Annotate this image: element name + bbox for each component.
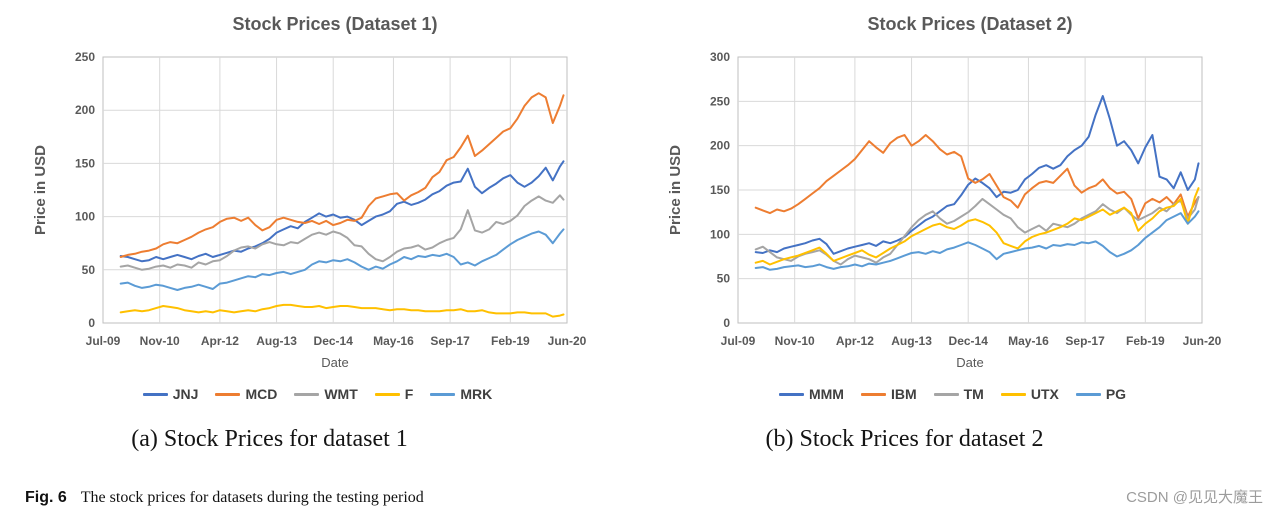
x-tick-label: Nov-10 <box>140 334 180 348</box>
x-tick-label: Sep-17 <box>430 334 470 348</box>
charts-row: Stock Prices (Dataset 1) 0 50 100 150 200 250 J… <box>0 0 1270 453</box>
x-tick-label: Dec-14 <box>949 334 989 348</box>
y-tick-label: 100 <box>75 210 95 224</box>
line-chart-dataset-1: Stock Prices (Dataset 1) 0 50 100 150 200 250 J… <box>32 14 587 370</box>
x-tick-label: Dec-14 <box>314 334 354 348</box>
figure-caption: Fig. 6 The stock prices for datasets duri… <box>25 489 424 507</box>
series-line-PG <box>754 210 1200 271</box>
legend-item-JNJ: JNJ <box>142 386 199 402</box>
legend-swatch-MRK <box>430 392 456 396</box>
x-tick-label: Sep-17 <box>1065 334 1105 348</box>
legend-swatch-TM <box>933 392 959 396</box>
legend-swatch-UTX <box>1000 392 1026 396</box>
series-line-IBM <box>754 134 1200 220</box>
figure-caption-label: Fig. 6 <box>25 489 67 506</box>
x-tick-label: May-16 <box>373 334 414 348</box>
x-axis-title: Date <box>956 355 983 370</box>
series-line-JNJ <box>119 160 565 263</box>
legend-label-UTX: UTX <box>1030 386 1059 402</box>
y-axis-title: Price in USD <box>32 145 49 235</box>
legend-label-IBM: IBM <box>890 386 917 402</box>
legend-item-WMT: WMT <box>294 386 358 402</box>
series-line-MCD <box>119 92 565 258</box>
y-tick-label: 0 <box>88 316 95 330</box>
chart-block-dataset-2: Stock Prices (Dataset 2) 0 50 100 150 200 250 3… <box>635 0 1270 453</box>
legend-label-MCD: MCD <box>245 386 278 402</box>
line-chart-dataset-2: Stock Prices (Dataset 2) 0 50 100 150 200 250 3… <box>667 14 1222 370</box>
legend-label-MRK: MRK <box>460 386 493 402</box>
plot-border <box>102 56 568 324</box>
y-tick-label: 250 <box>75 50 95 64</box>
x-tick-label: Feb-19 <box>1126 334 1165 348</box>
legend-item-PG: PG <box>1075 386 1127 402</box>
legend-item-IBM: IBM <box>860 386 917 402</box>
legend-swatch-IBM <box>860 392 886 396</box>
x-tick-label: Feb-19 <box>491 334 530 348</box>
x-tick-label: Aug-13 <box>256 334 297 348</box>
figure-caption-text: The stock prices for datasets during the… <box>80 489 424 506</box>
y-tick-label: 250 <box>710 94 730 108</box>
legend-swatch-MMM <box>778 392 804 396</box>
legend-swatch-JNJ <box>142 392 168 396</box>
y-tick-label: 300 <box>710 50 730 64</box>
series-line-F <box>119 303 565 318</box>
legend-swatch-MCD <box>215 392 241 396</box>
y-axis-title: Price in USD <box>667 145 684 235</box>
y-tick-label: 200 <box>75 103 95 117</box>
legend-label-PG: PG <box>1105 386 1127 402</box>
series-line-UTX <box>754 187 1200 266</box>
x-tick-label: Jun-20 <box>1183 334 1222 348</box>
legend-label-TM: TM <box>963 386 984 402</box>
x-tick-label: Jul-09 <box>721 334 756 348</box>
legend-item-UTX: UTX <box>1000 386 1059 402</box>
chart-title: Stock Prices (Dataset 2) <box>867 14 1072 34</box>
subcaption-a: (a) Stock Prices for dataset 1 <box>131 426 408 452</box>
bottom-row: Fig. 6 The stock prices for datasets duri… <box>0 486 1271 507</box>
subcaption-b: (b) Stock Prices for dataset 2 <box>765 426 1044 452</box>
legend-item-TM: TM <box>933 386 984 402</box>
y-tick-label: 0 <box>723 316 730 330</box>
x-tick-label: Jun-20 <box>548 334 587 348</box>
series-line-MMM <box>754 95 1200 255</box>
series-line-WMT <box>119 194 565 271</box>
legend-item-MMM: MMM <box>778 386 844 402</box>
y-tick-label: 200 <box>710 139 730 153</box>
x-tick-label: Apr-12 <box>836 334 874 348</box>
x-axis-title: Date <box>321 355 348 370</box>
legend-label-MMM: MMM <box>808 386 844 402</box>
x-tick-label: Apr-12 <box>201 334 239 348</box>
y-tick-label: 150 <box>75 156 95 170</box>
legend-label-JNJ: JNJ <box>172 386 199 402</box>
watermark: CSDN @见见大魔王 <box>1126 489 1263 506</box>
series-line-TM <box>754 196 1200 266</box>
legend-item-F: F <box>374 386 414 402</box>
legend-dataset-2: MMM IBM TM UTX PG <box>778 386 1127 402</box>
legend-item-MCD: MCD <box>215 386 277 402</box>
legend-swatch-F <box>374 392 400 396</box>
chart-block-dataset-1: Stock Prices (Dataset 1) 0 50 100 150 200 250 J… <box>0 0 635 453</box>
legend-label-WMT: WMT <box>324 386 358 402</box>
chart-title: Stock Prices (Dataset 1) <box>232 14 437 34</box>
legend-label-F: F <box>404 386 414 402</box>
y-tick-label: 50 <box>717 272 731 286</box>
x-tick-label: Jul-09 <box>86 334 121 348</box>
x-tick-label: May-16 <box>1008 334 1049 348</box>
legend-dataset-1: JNJ MCD WMT F MRK <box>142 386 492 402</box>
series-line-MRK <box>119 228 565 291</box>
y-tick-label: 150 <box>710 183 730 197</box>
x-tick-label: Aug-13 <box>891 334 932 348</box>
legend-item-MRK: MRK <box>430 386 492 402</box>
y-tick-label: 100 <box>710 227 730 241</box>
y-tick-label: 50 <box>82 263 96 277</box>
x-tick-label: Nov-10 <box>775 334 815 348</box>
legend-swatch-WMT <box>294 392 320 396</box>
legend-swatch-PG <box>1075 392 1101 396</box>
